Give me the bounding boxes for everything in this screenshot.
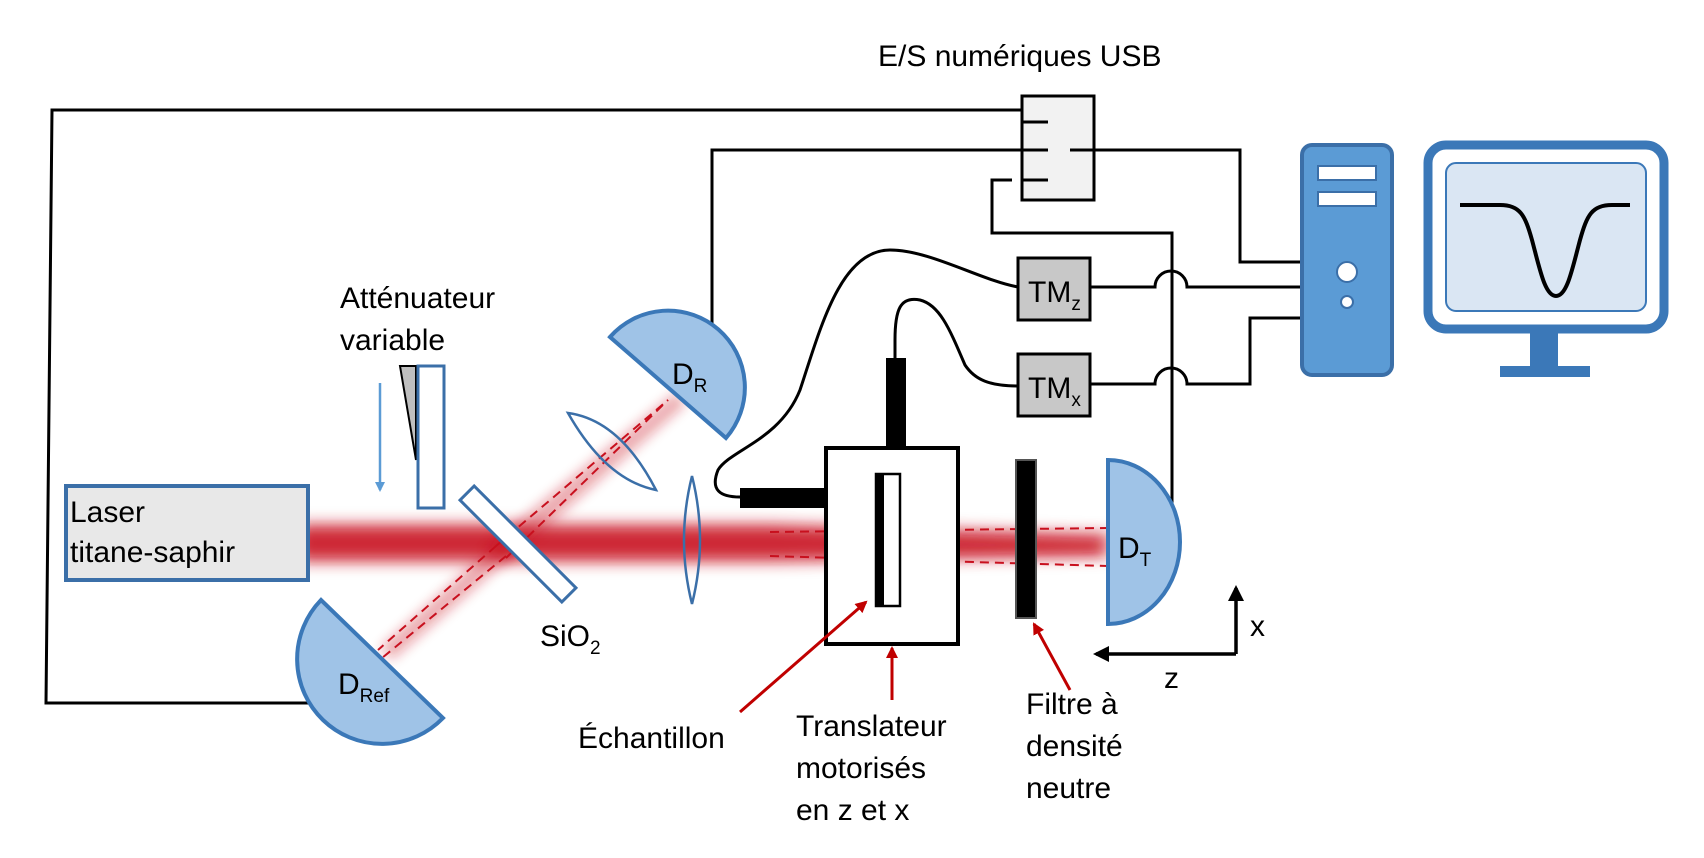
motor-z-label: TMz	[1028, 276, 1081, 315]
filter-label-line3: neutre	[1026, 772, 1111, 805]
beamsplitter-plate	[457, 483, 579, 605]
translator-label-line1: Translateur	[796, 710, 947, 743]
monitor	[1423, 140, 1669, 377]
detector-transmission	[1106, 457, 1182, 627]
translator-label-line3: en z et x	[796, 794, 909, 827]
laser-label-line2: titane-saphir	[70, 536, 235, 569]
filter-label-line2: densité	[1026, 730, 1123, 763]
annotation-arrows	[739, 600, 1072, 714]
lens-main-path	[682, 475, 702, 605]
attenuator-label-line2: variable	[340, 324, 445, 357]
usb-io-box	[1020, 94, 1096, 202]
sample	[874, 472, 902, 608]
laser-source	[64, 484, 310, 582]
axis-z-label: z	[1164, 662, 1179, 695]
motor-x-box	[1016, 352, 1092, 418]
coordinate-axes	[1093, 585, 1244, 662]
laser-label-line1: Laser	[70, 496, 145, 529]
attenuator-label-line1: Atténuateur	[340, 282, 495, 315]
signal-wires	[44, 108, 1300, 705]
motor-x-label: TMx	[1028, 372, 1081, 411]
detector-reflection-label: DR	[672, 358, 707, 397]
detector-transmission-label: DT	[1118, 532, 1152, 571]
usb-io-label: E/S numériques USB	[878, 40, 1161, 73]
neutral-density-filter	[1015, 459, 1037, 619]
detector-reflection	[607, 308, 747, 441]
transmission-curve	[1460, 203, 1630, 299]
translator-label-line2: motorisés	[796, 752, 926, 785]
lens-reflection-path	[565, 411, 659, 492]
variable-attenuator	[375, 364, 446, 510]
detector-reference-label: DRef	[338, 668, 390, 707]
sample-label: Échantillon	[578, 722, 725, 755]
filter-label-line1: Filtre à	[1026, 688, 1118, 721]
motor-z-box	[1016, 256, 1092, 322]
axis-x-label: x	[1250, 610, 1265, 643]
detector-reference	[295, 597, 446, 746]
motorized-translator	[740, 358, 960, 646]
computer-tower	[1300, 143, 1394, 377]
beamsplitter-label: SiO2	[540, 620, 601, 659]
